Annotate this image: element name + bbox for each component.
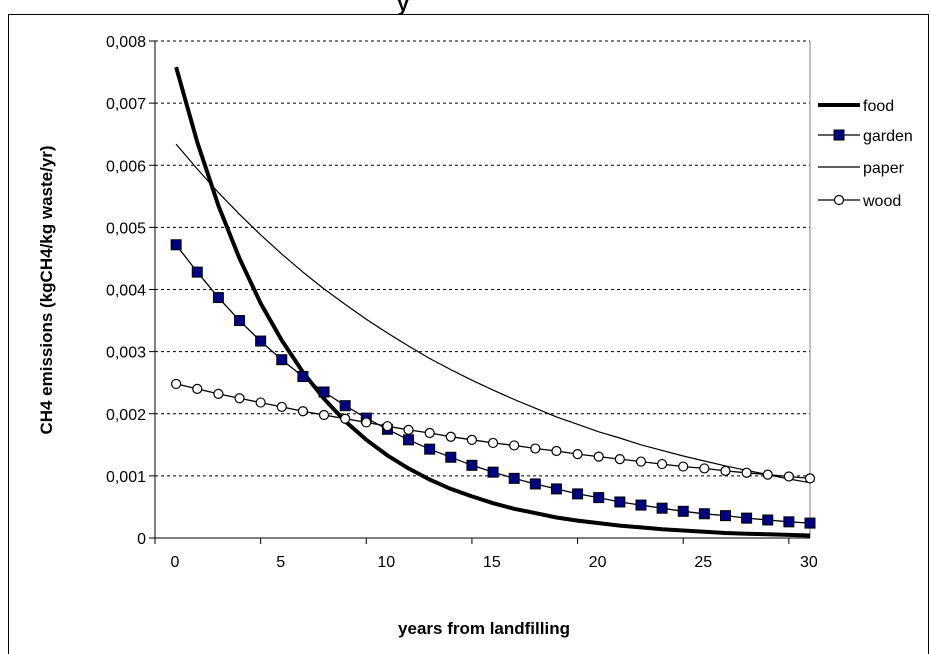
point-wood — [804, 473, 816, 484]
x-tick-label: 0 — [171, 554, 180, 571]
x-tick-label: 25 — [694, 554, 712, 571]
point-wood — [614, 454, 625, 465]
point-garden — [212, 292, 224, 304]
point-garden — [783, 516, 795, 528]
point-garden — [297, 370, 309, 382]
point-wood — [297, 406, 309, 417]
point-garden — [487, 466, 499, 478]
point-garden — [593, 492, 605, 504]
chart-title: y — [397, 0, 409, 16]
y-tick-label: 0,003 — [106, 345, 146, 362]
y-tick-label: 0 — [137, 531, 146, 548]
point-garden — [698, 508, 710, 520]
x-tick-label: 10 — [377, 554, 395, 571]
point-wood — [213, 388, 224, 399]
point-wood — [487, 437, 499, 449]
point-wood — [720, 465, 731, 477]
point-garden — [424, 443, 436, 455]
point-garden — [318, 386, 330, 398]
point-wood — [255, 397, 266, 408]
point-garden — [529, 478, 541, 490]
point-garden — [403, 434, 415, 446]
point-garden — [170, 239, 182, 251]
point-wood — [424, 427, 435, 439]
point-garden — [677, 505, 689, 517]
point-wood — [192, 383, 203, 394]
legend-marker-wood — [833, 194, 845, 206]
x-tick-label: 30 — [800, 554, 818, 571]
point-wood — [678, 461, 689, 472]
point-garden — [339, 400, 351, 412]
point-garden — [550, 483, 562, 495]
y-tick-label: 0,008 — [106, 34, 146, 51]
point-wood — [783, 471, 794, 482]
point-wood — [509, 440, 520, 451]
y-tick-label: 0,007 — [106, 96, 146, 113]
point-garden — [741, 512, 753, 524]
y-tick-label: 0,006 — [106, 158, 146, 175]
point-wood — [635, 456, 647, 467]
point-garden — [445, 451, 457, 463]
point-wood — [340, 413, 351, 424]
point-garden — [234, 315, 246, 327]
y-tick-label: 0,002 — [106, 407, 146, 424]
legend-label-wood: wood — [862, 193, 901, 210]
point-wood — [572, 449, 583, 460]
y-tick-label: 0,005 — [106, 220, 146, 237]
point-garden — [466, 459, 478, 471]
y-tick-label: 0,004 — [106, 283, 146, 300]
point-wood — [382, 421, 393, 432]
point-wood — [593, 451, 604, 462]
point-wood — [403, 424, 414, 436]
point-wood — [171, 378, 182, 390]
point-garden — [191, 266, 203, 278]
point-garden — [614, 496, 626, 508]
point-garden — [804, 517, 816, 529]
point-garden — [635, 499, 647, 511]
x-tick-label: 5 — [276, 554, 285, 571]
point-wood — [699, 463, 710, 474]
point-wood — [551, 445, 562, 457]
series-line-paper — [175, 143, 811, 484]
point-garden — [572, 488, 584, 500]
point-wood — [762, 469, 773, 480]
point-garden — [656, 502, 668, 514]
point-garden — [276, 354, 288, 366]
point-wood — [741, 467, 752, 478]
point-wood — [276, 401, 287, 413]
point-garden — [762, 514, 774, 526]
series-line-wood — [175, 383, 811, 480]
point-wood — [445, 431, 456, 442]
point-wood — [530, 443, 541, 454]
point-wood — [656, 458, 668, 470]
x-axis-title: years from landfilling — [398, 619, 570, 638]
legend-label-paper: paper — [863, 160, 905, 177]
point-garden — [508, 472, 520, 484]
y-axis-title: CH4 emissions (kgCH4/kg waste/yr) — [37, 145, 56, 434]
point-wood — [361, 417, 372, 428]
legend-label-garden: garden — [863, 128, 913, 145]
legend-label-food: food — [863, 98, 894, 115]
y-tick-label: 0,001 — [106, 469, 146, 486]
legend-marker-garden — [833, 129, 845, 141]
x-tick-label: 20 — [589, 554, 607, 571]
point-wood — [466, 434, 478, 445]
series-line-garden — [175, 244, 811, 524]
point-wood — [234, 393, 245, 404]
point-garden — [719, 510, 731, 522]
chart-frame — [8, 14, 929, 654]
point-garden — [255, 335, 267, 347]
series-line-food — [174, 66, 811, 538]
point-wood — [318, 409, 330, 421]
x-tick-label: 15 — [483, 554, 501, 571]
